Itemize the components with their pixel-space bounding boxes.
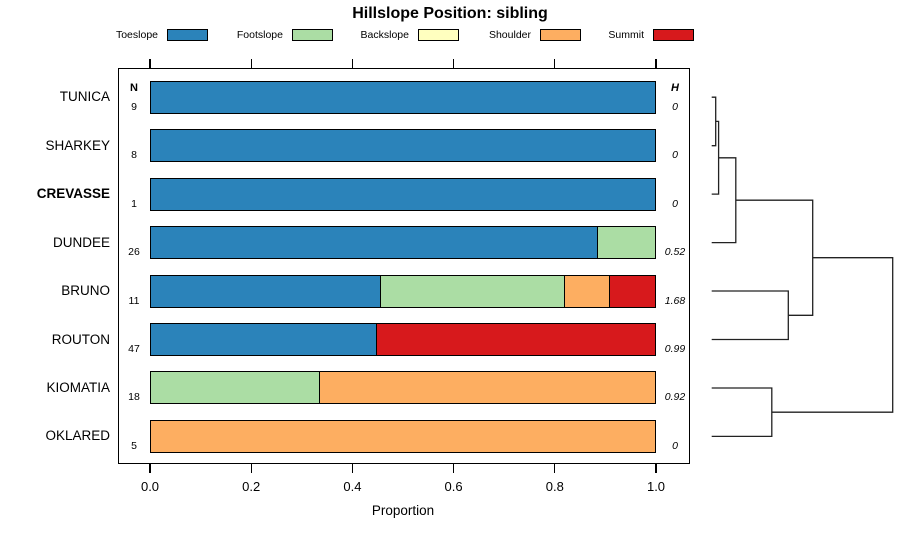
legend-swatch: [292, 28, 333, 41]
series-label-routon: ROUTON: [51, 331, 110, 347]
plot-frame: [118, 68, 690, 464]
legend-label: Footslope: [236, 28, 283, 41]
legend-label: Shoulder: [488, 28, 531, 41]
h-value: 0.92: [664, 391, 686, 404]
x-tick-label: 0.4: [343, 479, 362, 494]
x-tick-mark-bottom: [351, 464, 353, 473]
bar-row-oklared: [150, 419, 656, 453]
n-value: 5: [131, 439, 137, 452]
bar-segment-toeslope: [151, 324, 377, 355]
x-tick-mark-top: [149, 59, 151, 68]
x-tick-mark-top: [554, 59, 556, 68]
bar-row-tunica: [150, 80, 656, 114]
bar-row-kiomatia: [150, 371, 656, 405]
legend-label: Backslope: [360, 28, 409, 41]
bar-row-routon: [150, 323, 656, 356]
legend-swatch: [540, 28, 581, 41]
x-tick-mark-top: [351, 59, 353, 68]
series-label-sharkey: SHARKEY: [45, 137, 110, 153]
n-value: 8: [131, 149, 137, 162]
legend-item-summit: Summit: [608, 27, 694, 42]
bar-row-bruno: [150, 274, 656, 308]
legend-item-backslope: Backslope: [361, 27, 459, 42]
series-label-tunica: TUNICA: [59, 89, 110, 105]
h-value: 0.99: [664, 343, 686, 355]
x-tick-mark-bottom: [250, 464, 252, 473]
legend-swatch: [653, 28, 694, 41]
h-value: 0: [672, 197, 678, 210]
legend-item-footslope: Footslope: [237, 27, 333, 42]
h-value: 1.68: [664, 294, 686, 307]
legend-label: Summit: [608, 28, 644, 41]
x-tick-label: 0.0: [140, 479, 160, 494]
x-tick-mark-bottom: [554, 464, 556, 473]
x-tick-label: 0.2: [242, 479, 261, 494]
h-value: 0: [672, 149, 678, 162]
h-value: 0.52: [664, 246, 686, 259]
legend-item-shoulder: Shoulder: [489, 27, 581, 42]
bar-row-sharkey: [150, 129, 656, 163]
x-tick-label: 0.8: [545, 479, 564, 494]
x-tick-mark-bottom: [655, 464, 657, 473]
legend-label: Toeslope: [115, 28, 158, 41]
bar-row-crevasse: [150, 177, 656, 211]
bar-segment-toeslope: [151, 130, 655, 162]
x-tick-mark-top: [453, 59, 455, 68]
bar-segment-toeslope: [151, 81, 655, 113]
h-value: 0: [672, 439, 678, 452]
x-tick-mark-bottom: [453, 464, 455, 473]
n-column-header: N: [130, 82, 138, 94]
bar-segment-summit: [609, 275, 655, 307]
series-label-dundee: DUNDEE: [52, 234, 110, 250]
legend-swatch: [418, 28, 459, 41]
legend-swatch: [167, 28, 208, 41]
h-value: 0: [672, 100, 678, 113]
bar-row-dundee: [150, 226, 656, 260]
bar-segment-shoulder: [318, 372, 655, 404]
dendrogram-branches: [711, 96, 894, 438]
bar-segment-footslope: [597, 227, 655, 259]
x-tick-mark-bottom: [149, 464, 151, 473]
n-value: 1: [131, 197, 137, 210]
bar-segment-summit: [376, 324, 655, 355]
x-axis-title: Proportion: [371, 503, 435, 518]
series-label-crevasse: CREVASSE: [36, 186, 110, 202]
bar-segment-footslope: [380, 275, 564, 307]
x-tick-label: 0.6: [444, 479, 463, 494]
x-tick-label: 1.0: [646, 479, 666, 494]
x-tick-mark-top: [655, 59, 657, 68]
bar-segment-toeslope: [151, 275, 381, 307]
bar-segment-shoulder: [151, 420, 655, 452]
x-tick-mark-top: [250, 59, 252, 68]
legend-item-toeslope: Toeslope: [116, 27, 208, 42]
bar-segment-footslope: [151, 372, 319, 404]
chart-title: Hillslope Position: sibling: [352, 5, 548, 22]
n-value: 26: [128, 246, 140, 259]
series-label-oklared: OKLARED: [45, 428, 110, 444]
series-label-bruno: BRUNO: [61, 283, 110, 299]
n-value: 18: [128, 391, 140, 404]
h-column-header: H: [671, 82, 679, 94]
series-label-kiomatia: KIOMATIA: [46, 379, 110, 395]
bar-segment-toeslope: [151, 227, 598, 259]
n-value: 47: [128, 343, 140, 355]
n-value: 9: [131, 100, 137, 113]
n-value: 11: [128, 294, 140, 307]
bar-segment-toeslope: [151, 178, 655, 210]
bar-segment-shoulder: [563, 275, 610, 307]
